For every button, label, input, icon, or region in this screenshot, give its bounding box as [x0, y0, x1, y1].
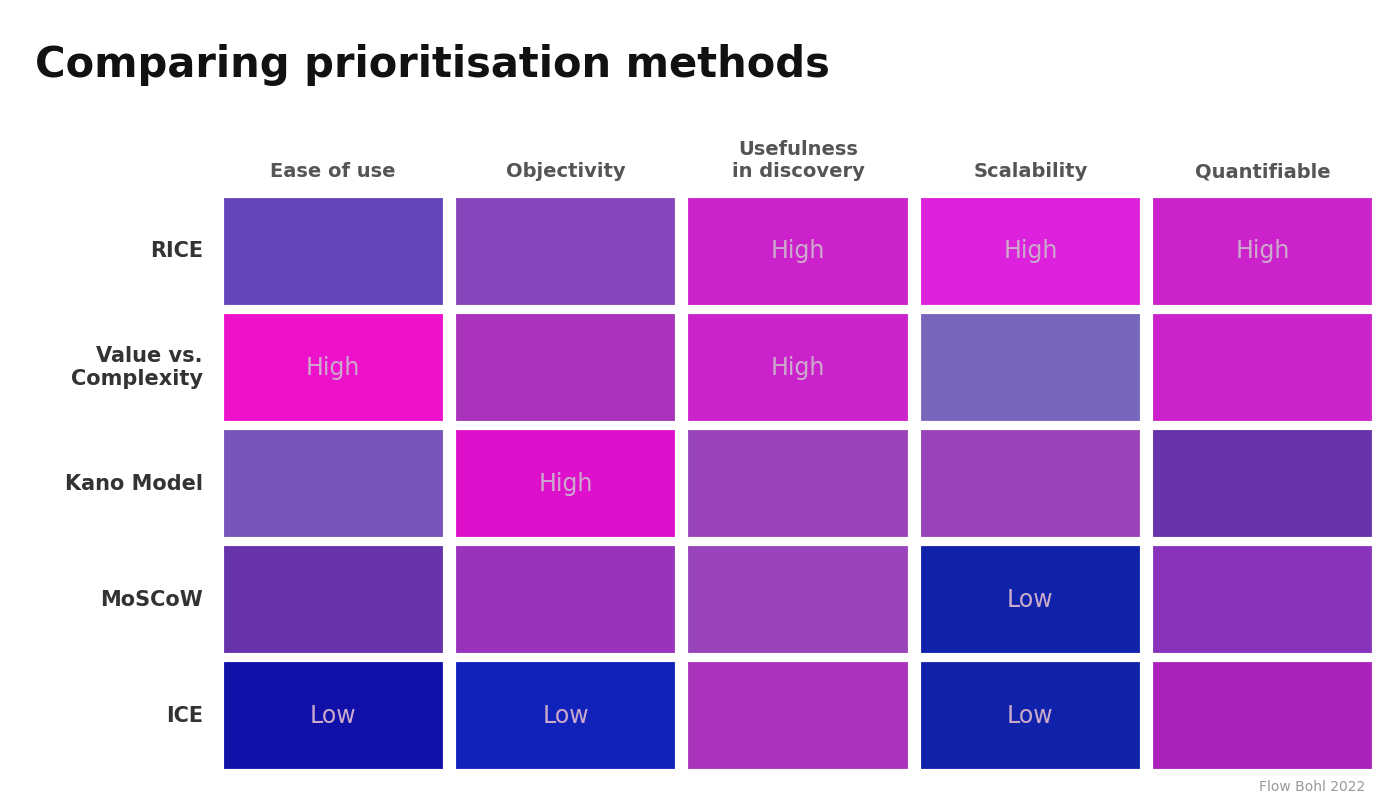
- Text: RICE: RICE: [150, 242, 203, 261]
- Text: High: High: [1004, 239, 1057, 264]
- Text: Scalability: Scalability: [973, 162, 1088, 181]
- Bar: [1151, 312, 1375, 423]
- Bar: [454, 312, 678, 423]
- Text: MoSCoW: MoSCoW: [101, 590, 203, 609]
- Bar: [686, 428, 910, 539]
- Bar: [221, 196, 445, 307]
- Text: Objectivity: Objectivity: [505, 162, 626, 181]
- Bar: [221, 660, 445, 771]
- Bar: [221, 428, 445, 539]
- Bar: [918, 428, 1142, 539]
- Text: High: High: [1236, 239, 1289, 264]
- Text: Ease of use: Ease of use: [270, 162, 396, 181]
- Bar: [454, 428, 678, 539]
- Text: Low: Low: [542, 704, 589, 728]
- Text: Value vs.
Complexity: Value vs. Complexity: [71, 346, 203, 389]
- Text: Kano Model: Kano Model: [64, 474, 203, 493]
- Text: Comparing prioritisation methods: Comparing prioritisation methods: [35, 44, 830, 86]
- Bar: [454, 544, 678, 655]
- Bar: [686, 544, 910, 655]
- Text: ICE: ICE: [165, 706, 203, 725]
- Bar: [1151, 544, 1375, 655]
- Bar: [454, 196, 678, 307]
- Text: Low: Low: [1007, 704, 1054, 728]
- Text: High: High: [307, 355, 360, 380]
- Bar: [454, 660, 678, 771]
- Text: Low: Low: [309, 704, 357, 728]
- Text: Flow Bohl 2022: Flow Bohl 2022: [1259, 780, 1365, 794]
- Bar: [1151, 428, 1375, 539]
- Bar: [918, 660, 1142, 771]
- Bar: [686, 660, 910, 771]
- Text: High: High: [771, 355, 825, 380]
- Text: Quantifiable: Quantifiable: [1196, 162, 1330, 181]
- Bar: [686, 312, 910, 423]
- Text: High: High: [771, 239, 825, 264]
- Bar: [686, 196, 910, 307]
- Bar: [918, 312, 1142, 423]
- Bar: [918, 196, 1142, 307]
- Bar: [1151, 196, 1375, 307]
- Text: Low: Low: [1007, 588, 1054, 612]
- Text: High: High: [539, 472, 592, 496]
- Bar: [221, 544, 445, 655]
- Text: Usefulness
in discovery: Usefulness in discovery: [732, 140, 864, 181]
- Bar: [1151, 660, 1375, 771]
- Bar: [918, 544, 1142, 655]
- Bar: [221, 312, 445, 423]
